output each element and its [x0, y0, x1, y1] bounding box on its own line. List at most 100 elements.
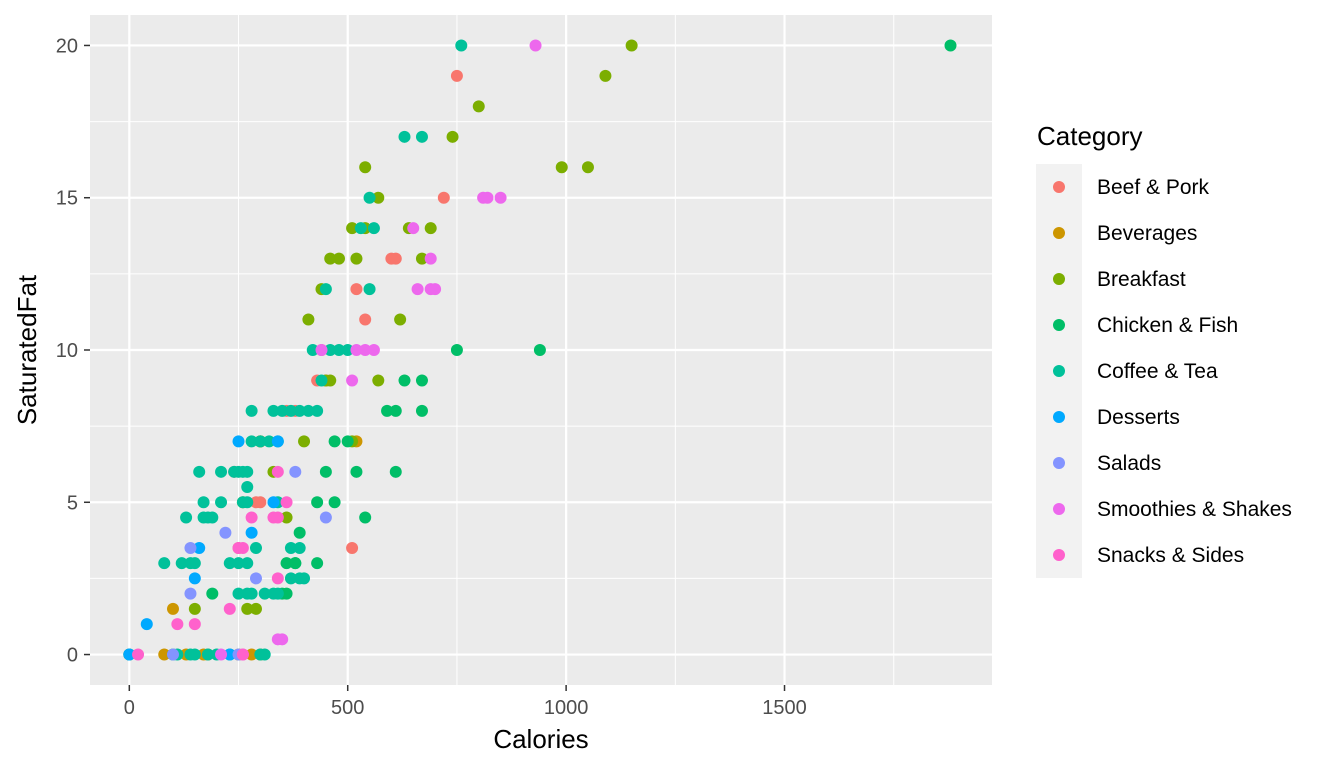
y-tick-label: 15: [56, 188, 78, 210]
data-point: [236, 648, 249, 661]
data-point: [249, 602, 262, 615]
legend-marker: [1053, 457, 1065, 469]
data-point: [267, 404, 280, 417]
data-point: [276, 633, 289, 646]
data-point: [350, 252, 363, 265]
data-point: [319, 283, 332, 296]
data-point: [258, 587, 271, 600]
data-point: [280, 557, 293, 570]
data-point: [289, 465, 302, 478]
data-point: [415, 404, 428, 417]
data-point: [184, 587, 197, 600]
x-tick-label: 1000: [544, 697, 589, 719]
data-point: [271, 572, 284, 585]
data-point: [271, 587, 284, 600]
legend-label: Beef & Pork: [1097, 176, 1210, 199]
data-point: [180, 511, 193, 524]
data-point: [188, 572, 201, 585]
data-point: [223, 648, 236, 661]
data-point: [359, 344, 372, 356]
data-point: [346, 222, 359, 235]
data-points: [123, 39, 957, 661]
data-point: [394, 313, 407, 326]
legend-label: Salads: [1097, 452, 1161, 475]
data-point: [363, 191, 376, 204]
data-point: [398, 130, 411, 143]
data-point: [193, 465, 206, 478]
data-point: [302, 404, 315, 417]
legend-marker: [1053, 411, 1065, 423]
data-point: [494, 191, 507, 204]
data-point: [245, 511, 258, 524]
data-point: [306, 344, 319, 356]
data-point: [280, 496, 293, 509]
y-tick-label: 5: [67, 492, 78, 514]
data-point: [193, 541, 206, 554]
data-point: [171, 618, 184, 631]
data-point: [599, 69, 612, 82]
legend-label: Desserts: [1097, 406, 1180, 429]
data-point: [232, 557, 245, 570]
x-tick-label: 1500: [762, 697, 807, 719]
data-point: [201, 648, 214, 661]
data-point: [284, 541, 297, 554]
data-point: [258, 648, 271, 661]
data-point: [328, 435, 341, 448]
data-point: [271, 465, 284, 478]
data-point: [188, 602, 201, 615]
data-point: [332, 344, 345, 356]
data-point: [311, 557, 324, 570]
data-point: [424, 252, 437, 265]
data-point: [158, 557, 171, 570]
data-point: [341, 435, 354, 448]
data-point: [263, 435, 276, 448]
data-point: [450, 344, 463, 356]
data-point: [625, 39, 638, 52]
data-point: [424, 222, 437, 235]
data-point: [407, 222, 420, 235]
data-point: [280, 587, 293, 600]
data-point: [219, 526, 232, 539]
data-point: [132, 648, 145, 661]
data-point: [302, 313, 315, 326]
data-point: [241, 557, 254, 570]
data-point: [319, 465, 332, 478]
data-point: [315, 344, 328, 356]
data-point: [241, 481, 254, 494]
data-point: [324, 374, 337, 387]
data-point: [245, 435, 258, 448]
data-point: [276, 404, 289, 417]
data-point: [367, 222, 380, 235]
data-point: [241, 602, 254, 615]
data-point: [241, 496, 254, 509]
data-point: [372, 191, 385, 204]
legend-marker: [1053, 181, 1065, 193]
data-point: [123, 648, 136, 661]
data-point: [166, 648, 179, 661]
data-point: [298, 435, 311, 448]
data-point: [188, 557, 201, 570]
data-point: [280, 511, 293, 524]
data-point: [271, 511, 284, 524]
data-point: [284, 404, 297, 417]
data-point: [223, 557, 236, 570]
data-point: [328, 496, 341, 509]
legend-marker: [1053, 549, 1065, 561]
data-point: [324, 344, 337, 356]
data-point: [254, 435, 267, 448]
data-point: [232, 435, 245, 448]
data-point: [415, 130, 428, 143]
data-point: [206, 587, 219, 600]
data-point: [332, 252, 345, 265]
data-point: [158, 648, 171, 661]
data-point: [437, 191, 450, 204]
data-point: [411, 283, 424, 296]
data-point: [184, 541, 197, 554]
data-point: [415, 252, 428, 265]
data-point: [236, 541, 249, 554]
x-tick-label: 0: [124, 697, 135, 719]
data-point: [241, 465, 254, 478]
x-axis: 0 500 1000 1500: [124, 685, 807, 719]
data-point: [341, 344, 354, 356]
